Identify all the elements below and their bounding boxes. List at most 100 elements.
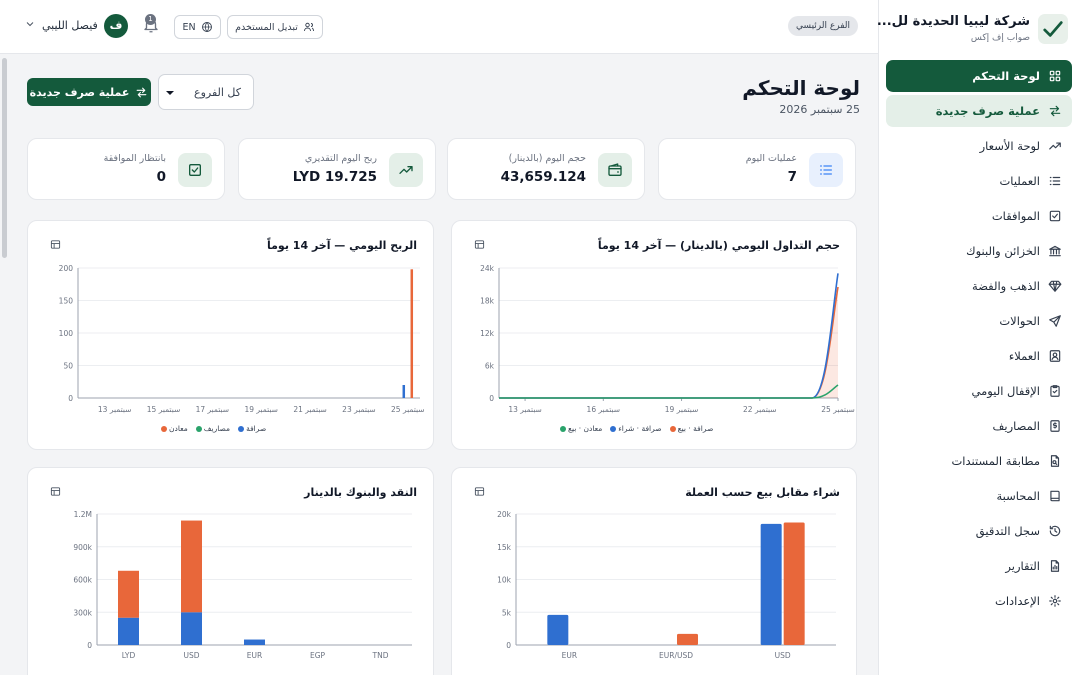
gear-icon bbox=[1049, 595, 1061, 607]
doc-search-icon bbox=[1050, 455, 1060, 467]
buysell-chart-card: شراء مقابل بيع حسب العملة 0 5k 10k 15k 20k EU… bbox=[451, 467, 857, 675]
check-square-icon bbox=[1049, 210, 1061, 222]
volume-chart-card: حجم التداول اليومي (بالدينار) — آخر 14 ي… bbox=[451, 220, 857, 450]
legend-label: صرافة · شراء bbox=[618, 424, 662, 433]
x-tick-label: EUR/USD bbox=[659, 651, 693, 660]
y-tick-label: 12k bbox=[480, 329, 495, 338]
stat-label: بانتظار الموافقة bbox=[103, 153, 166, 164]
legend-item[interactable]: مصاريف bbox=[195, 424, 230, 433]
branch-badge[interactable]: الفرع الرئيسي bbox=[788, 16, 858, 36]
x-tick-label: 13 سبتمبر bbox=[98, 405, 131, 414]
profit-chart: 0 50 100 150 200 13 سبتمبر 15 سبتمبر 17 سبتمبر 1… bbox=[59, 264, 425, 414]
stat-label: عمليات اليوم bbox=[745, 153, 797, 164]
table-icon[interactable] bbox=[50, 486, 61, 497]
switch-user-button[interactable]: تبديل المستخدم bbox=[227, 15, 323, 39]
sidebar-item-12[interactable]: المحاسبة bbox=[886, 480, 1072, 512]
y-tick-label: 600k bbox=[73, 576, 92, 585]
legend-item[interactable]: معادن bbox=[161, 424, 188, 433]
stat-card: حجم اليوم (بالدينار) 43,659.124 bbox=[447, 138, 645, 200]
x-tick-label: 25 سبتمبر bbox=[391, 405, 425, 414]
table-icon[interactable] bbox=[474, 486, 485, 497]
x-tick-label: USD bbox=[183, 651, 199, 660]
globe-icon bbox=[201, 22, 212, 33]
legend-item[interactable]: صرافة · بيع bbox=[669, 424, 713, 433]
notification-count: 1 bbox=[145, 14, 156, 25]
avatar[interactable]: ف bbox=[104, 14, 128, 38]
y-tick-label: 24k bbox=[480, 264, 495, 273]
y-tick-label: 0 bbox=[87, 641, 92, 650]
brand-title: شركة ليبيا الحديدة لل... bbox=[876, 14, 1030, 29]
sidebar-item-3[interactable]: العمليات bbox=[886, 165, 1072, 197]
language-button[interactable]: EN bbox=[174, 15, 221, 39]
legend-item[interactable]: صرافة bbox=[238, 424, 266, 433]
sidebar-item-6[interactable]: الذهب والفضة bbox=[886, 270, 1072, 302]
sidebar-item-9[interactable]: الإقفال اليومي bbox=[886, 375, 1072, 407]
brand[interactable]: شركة ليبيا الحديدة لل... صواب إف إكس bbox=[877, 12, 1068, 50]
sidebar-item-13[interactable]: سجل التدقيق bbox=[886, 515, 1072, 547]
new-exchange-label: عملية صرف جديدة bbox=[29, 85, 130, 99]
cash-chart: 0 300k 600k 900k 1.2M LYD USD EUR EGP TND bbox=[73, 510, 412, 660]
y-tick-label: 5k bbox=[502, 608, 512, 617]
trending-icon bbox=[399, 166, 413, 174]
list-icon bbox=[1049, 176, 1061, 186]
stat-label: ربح اليوم التقديري bbox=[304, 153, 377, 164]
stat-icon-box bbox=[178, 153, 212, 187]
branch-select[interactable]: كل الفروع bbox=[158, 74, 254, 110]
sidebar-item-label: عملية صرف جديدة bbox=[935, 104, 1040, 118]
sidebar-item-4[interactable]: الموافقات bbox=[886, 200, 1072, 232]
trending-icon bbox=[1049, 142, 1061, 150]
scrollbar[interactable] bbox=[2, 58, 7, 258]
buysell-chart: 0 5k 10k 15k 20k EUR EUR/USD USD bbox=[497, 510, 836, 660]
send-icon bbox=[1049, 315, 1061, 327]
volume-chart-title: حجم التداول اليومي (بالدينار) — آخر 14 ي… bbox=[597, 239, 840, 252]
list-icon bbox=[820, 165, 832, 175]
sidebar-item-label: سجل التدقيق bbox=[975, 524, 1040, 538]
sidebar-item-8[interactable]: العملاء bbox=[886, 340, 1072, 372]
cash-chart-card: النقد والبنوك بالدينار 0 300k 600k 900k 1.2M… bbox=[27, 467, 434, 675]
stat-card: عمليات اليوم 7 bbox=[658, 138, 856, 200]
brand-check-icon bbox=[1038, 14, 1068, 44]
legend-item[interactable]: صرافة · شراء bbox=[610, 424, 662, 433]
stat-icon-box bbox=[598, 153, 632, 187]
table-icon[interactable] bbox=[50, 239, 61, 250]
chevron-down-icon[interactable] bbox=[24, 18, 36, 30]
x-tick-label: 17 سبتمبر bbox=[196, 405, 230, 414]
x-tick-label: 19 سبتمبر bbox=[665, 405, 699, 414]
branch-select-value: كل الفروع bbox=[194, 86, 241, 99]
stat-card: بانتظار الموافقة 0 bbox=[27, 138, 225, 200]
stat-value: LYD 19.725 bbox=[292, 169, 377, 185]
legend-swatch bbox=[669, 425, 676, 432]
sidebar-item-15[interactable]: الإعدادات bbox=[886, 585, 1072, 617]
brand-subtitle: صواب إف إكس bbox=[970, 33, 1030, 43]
sidebar-item-1[interactable]: عملية صرف جديدة bbox=[886, 95, 1072, 127]
legend-item[interactable]: معادن · بيع bbox=[560, 424, 602, 433]
y-tick-label: 20k bbox=[497, 510, 512, 519]
switch-user-label: تبديل المستخدم bbox=[235, 21, 298, 33]
sidebar-item-5[interactable]: الخزائن والبنوك bbox=[886, 235, 1072, 267]
legend-swatch bbox=[195, 425, 202, 432]
x-tick-label: 22 سبتمبر bbox=[743, 405, 777, 414]
stat-icon-box bbox=[389, 153, 423, 187]
sidebar-item-14[interactable]: التقارير bbox=[886, 550, 1072, 582]
x-tick-label: LYD bbox=[122, 651, 136, 660]
language-label: EN bbox=[182, 21, 196, 33]
x-tick-label: TND bbox=[372, 651, 389, 660]
y-tick-label: 300k bbox=[73, 608, 92, 617]
buysell-bar bbox=[760, 523, 782, 645]
x-tick-label: EUR bbox=[562, 651, 577, 660]
user-name[interactable]: فيصل الليبي bbox=[42, 19, 98, 32]
sidebar-item-label: العملاء bbox=[1008, 349, 1040, 363]
stat-value: 43,659.124 bbox=[500, 169, 586, 185]
x-tick-label: EUR bbox=[247, 651, 262, 660]
y-tick-label: 50 bbox=[63, 362, 73, 371]
new-exchange-button[interactable]: عملية صرف جديدة bbox=[27, 78, 151, 106]
sidebar-item-7[interactable]: الحوالات bbox=[886, 305, 1072, 337]
sidebar-item-10[interactable]: المصاريف bbox=[886, 410, 1072, 442]
sidebar-item-0[interactable]: لوحة التحكم bbox=[886, 60, 1072, 92]
x-tick-label: USD bbox=[775, 651, 791, 660]
sidebar-item-11[interactable]: مطابقة المستندات bbox=[886, 445, 1072, 477]
sidebar-item-2[interactable]: لوحة الأسعار bbox=[886, 130, 1072, 162]
volume-legend: صرافة · بيع صرافة · شراء معادن · بيع bbox=[560, 424, 713, 433]
swap-icon bbox=[136, 87, 147, 97]
table-icon[interactable] bbox=[474, 239, 485, 250]
